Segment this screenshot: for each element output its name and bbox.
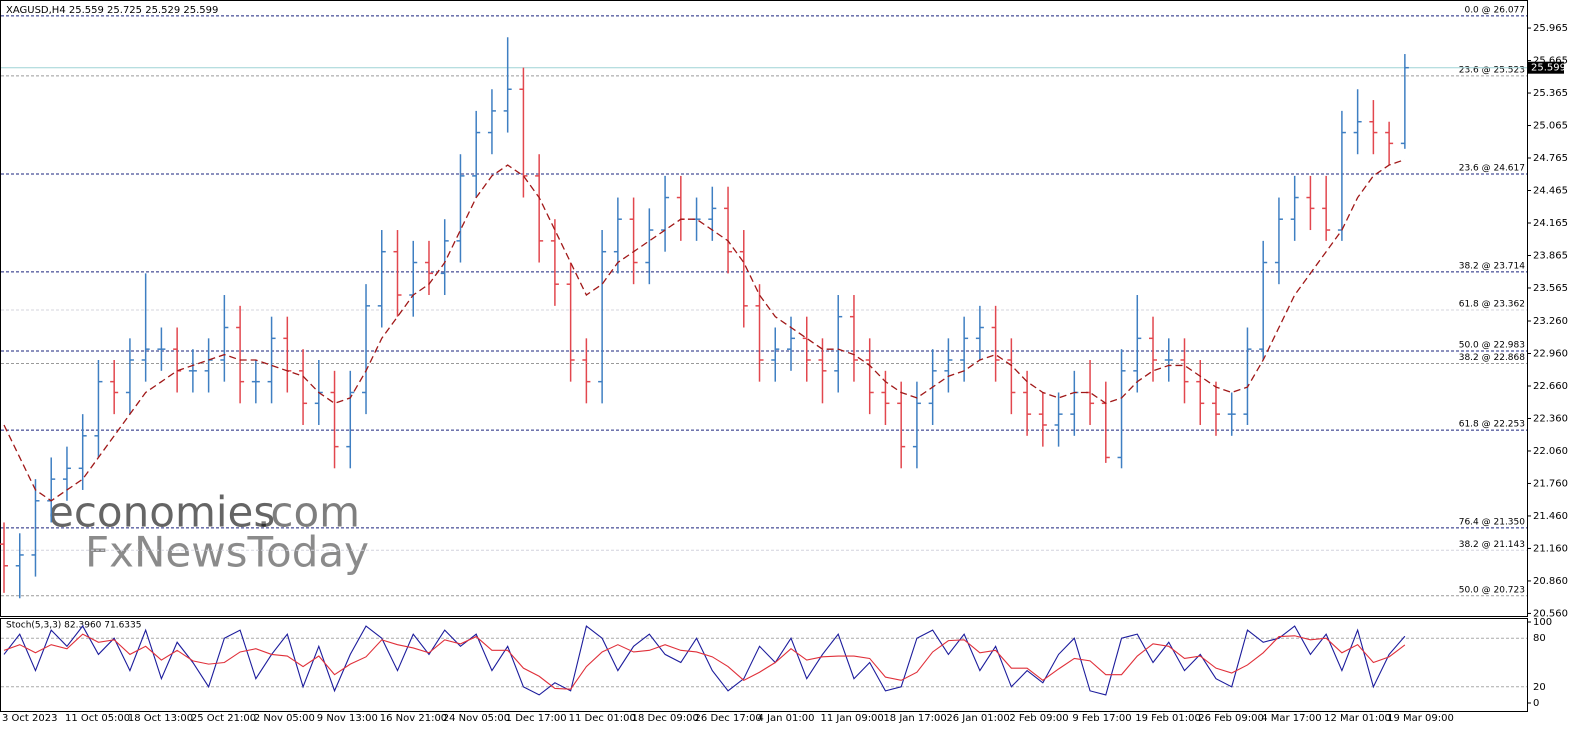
y-tick-label: 20.860 bbox=[1533, 576, 1568, 587]
fib-label: 23.6 @ 24.617 bbox=[1459, 164, 1525, 174]
y-tick-label: 21.160 bbox=[1533, 543, 1568, 554]
last-price-label: 25.599 bbox=[1531, 63, 1566, 74]
y-tick-label: 22.660 bbox=[1533, 381, 1568, 392]
x-tick-label: 11 Dec 01:00 bbox=[569, 713, 636, 724]
y-tick-label: 0 bbox=[1533, 698, 1539, 709]
fib-label: 61.8 @ 22.253 bbox=[1459, 420, 1525, 430]
x-tick-label: 26 Jan 01:00 bbox=[946, 713, 1009, 724]
fib-label: 0.0 @ 26.077 bbox=[1464, 5, 1525, 15]
x-tick-label: 18 Oct 13:00 bbox=[128, 713, 193, 724]
y-tick-label: 25.965 bbox=[1533, 23, 1568, 34]
x-tick-label: 2 Nov 05:00 bbox=[254, 713, 315, 724]
stoch-line bbox=[3, 633, 1406, 690]
fib-label: 61.8 @ 23.362 bbox=[1459, 299, 1525, 309]
y-tick-label: 20.560 bbox=[1533, 608, 1568, 619]
y-tick-label: 24.765 bbox=[1533, 153, 1568, 164]
y-tick-label: 23.565 bbox=[1533, 283, 1568, 294]
y-tick-label: 25.665 bbox=[1533, 56, 1568, 67]
x-tick-label: 11 Jan 09:00 bbox=[820, 713, 883, 724]
y-tick-label: 24.165 bbox=[1533, 218, 1568, 229]
x-tick-label: 24 Nov 05:00 bbox=[443, 713, 510, 724]
x-tick-label: 3 Oct 2023 bbox=[2, 713, 57, 724]
x-tick-label: 9 Nov 13:00 bbox=[317, 713, 378, 724]
x-tick-label: 9 Feb 17:00 bbox=[1072, 713, 1131, 724]
fib-label: 38.2 @ 22.868 bbox=[1459, 353, 1526, 363]
y-tick-label: 22.360 bbox=[1533, 413, 1568, 424]
moving-average bbox=[3, 159, 1406, 502]
stoch-pane-frame bbox=[0, 618, 1528, 712]
y-tick-label: 25.065 bbox=[1533, 121, 1568, 132]
y-tick-label: 21.460 bbox=[1533, 511, 1568, 522]
x-tick-label: 25 Oct 21:00 bbox=[191, 713, 256, 724]
y-tick-label: 100 bbox=[1533, 617, 1552, 628]
fib-label: 38.2 @ 23.714 bbox=[1459, 261, 1526, 271]
y-tick-label: 25.365 bbox=[1533, 88, 1568, 99]
y-tick-label: 22.060 bbox=[1533, 446, 1568, 457]
symbol-header: XAGUSD,H4 25.559 25.725 25.529 25.599 bbox=[6, 5, 218, 16]
stoch-title: Stoch(5,3,3) 82.3960 71.6335 bbox=[6, 621, 141, 631]
y-tick-label: 21.760 bbox=[1533, 478, 1568, 489]
y-tick-label: 22.960 bbox=[1533, 348, 1568, 359]
fib-label: 38.2 @ 21.143 bbox=[1459, 540, 1525, 550]
price-pane-frame bbox=[0, 0, 1528, 617]
x-tick-label: 19 Mar 09:00 bbox=[1387, 713, 1454, 724]
x-tick-label: 18 Dec 09:00 bbox=[632, 713, 699, 724]
x-tick-label: 2 Feb 09:00 bbox=[1009, 713, 1068, 724]
fib-label: 50.0 @ 22.983 bbox=[1459, 341, 1525, 351]
y-tick-label: 20 bbox=[1533, 682, 1546, 693]
y-tick-label: 80 bbox=[1533, 633, 1546, 644]
x-tick-label: 26 Feb 09:00 bbox=[1198, 713, 1264, 724]
x-tick-label: 4 Mar 17:00 bbox=[1261, 713, 1321, 724]
y-tick-label: 23.865 bbox=[1533, 250, 1568, 261]
fib-label: 76.4 @ 21.350 bbox=[1459, 517, 1526, 527]
last-price-box bbox=[1528, 61, 1564, 74]
x-tick-label: 4 Jan 01:00 bbox=[758, 713, 815, 724]
fib-label: 50.0 @ 20.723 bbox=[1459, 585, 1525, 595]
x-tick-label: 18 Jan 17:00 bbox=[883, 713, 946, 724]
x-tick-label: 16 Nov 21:00 bbox=[380, 713, 447, 724]
fib-label: 23.6 @ 25.523 bbox=[1459, 65, 1525, 75]
x-tick-label: 26 Dec 17:00 bbox=[695, 713, 762, 724]
x-tick-label: 19 Feb 01:00 bbox=[1135, 713, 1201, 724]
y-tick-label: 23.260 bbox=[1533, 316, 1568, 327]
x-tick-label: 12 Mar 01:00 bbox=[1324, 713, 1391, 724]
x-tick-label: 1 Dec 17:00 bbox=[506, 713, 567, 724]
y-tick-label: 24.465 bbox=[1533, 186, 1568, 197]
watermark: FxNewsToday bbox=[85, 528, 369, 577]
x-tick-label: 11 Oct 05:00 bbox=[65, 713, 130, 724]
